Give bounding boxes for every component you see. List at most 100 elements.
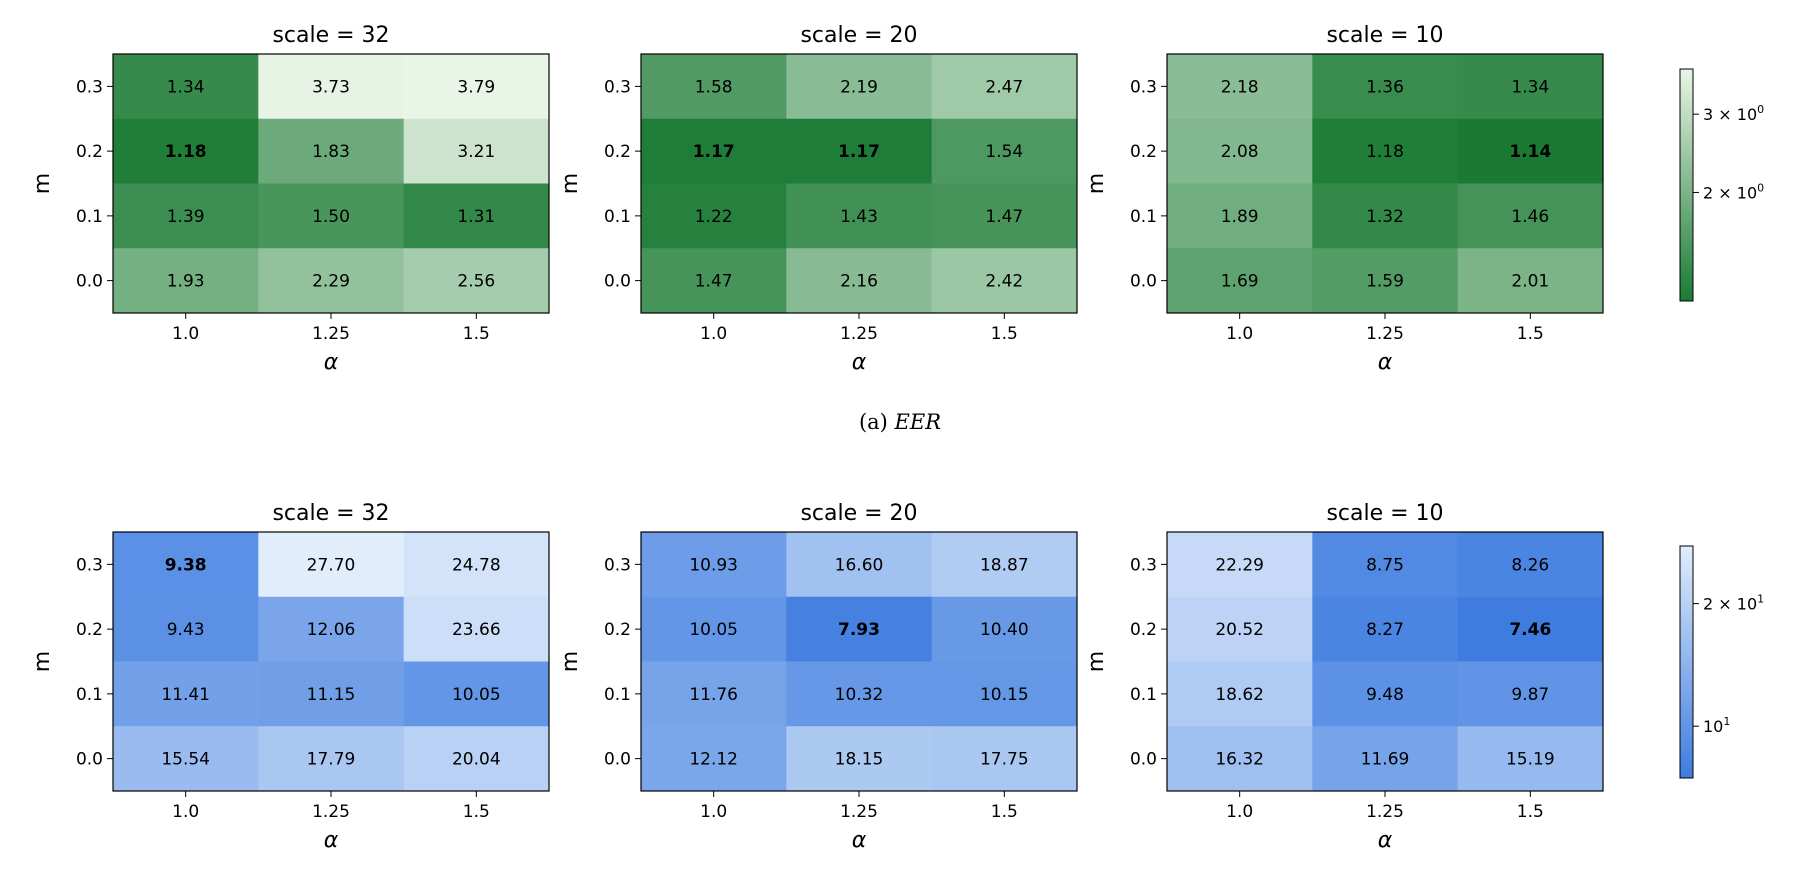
heatmap-panel: scale = 32 1.34 3.73 3.79 1.18 1.83 3.21 1.39 1.… <box>30 23 550 375</box>
cell-value-label: 1.50 <box>312 207 350 227</box>
x-tick-label: 1.0 <box>1226 324 1253 344</box>
x-tick-label: 1.25 <box>840 802 878 822</box>
x-tick-label: 1.25 <box>312 324 350 344</box>
heatmap-cell <box>113 183 259 249</box>
heatmap-cell <box>258 54 405 120</box>
heatmap-cell <box>258 661 405 727</box>
heatmap-cell <box>1312 183 1459 249</box>
heatmap-cell <box>1312 532 1459 598</box>
x-tick-label: 1.25 <box>1366 324 1404 344</box>
cell-value-label: 11.15 <box>307 685 356 705</box>
cell-value-label: 18.87 <box>980 555 1029 575</box>
cell-value-label: 2.42 <box>985 272 1023 292</box>
x-tick-label: 1.25 <box>312 802 350 822</box>
cell-value-label: 1.89 <box>1221 207 1259 227</box>
cell-value-label: 22.29 <box>1215 555 1264 575</box>
cell-value-label: 9.48 <box>1366 685 1404 705</box>
cell-value-label: 27.70 <box>307 555 356 575</box>
cell-value-label: 1.58 <box>695 77 733 97</box>
cell-value-label: 16.60 <box>835 555 884 575</box>
heatmap-cell <box>403 118 550 184</box>
heatmap-cell <box>931 596 1078 662</box>
x-axis-label: α <box>1378 350 1393 375</box>
heatmap-cell <box>786 118 933 184</box>
x-tick-label: 1.25 <box>840 324 878 344</box>
cell-value-label: 1.39 <box>167 207 205 227</box>
heatmap-cell <box>1167 661 1313 727</box>
caption-label: (a) <box>859 410 888 434</box>
y-tick-label: 0.3 <box>1130 77 1157 97</box>
panel-title: scale = 32 <box>272 23 389 48</box>
x-tick-label: 1.0 <box>172 324 199 344</box>
heatmap-cell <box>113 726 259 792</box>
heatmap-cell <box>786 54 933 120</box>
cell-value-label: 8.75 <box>1366 555 1404 575</box>
cell-value-label: 10.40 <box>980 620 1029 640</box>
x-tick-label: 1.25 <box>1366 802 1404 822</box>
cell-value-label: 1.47 <box>985 207 1023 227</box>
x-tick-label: 1.5 <box>1517 324 1544 344</box>
y-tick-label: 0.3 <box>76 555 103 575</box>
cell-value-label: 24.78 <box>452 555 501 575</box>
x-tick-label: 1.5 <box>463 324 490 344</box>
heatmap-cell <box>403 596 550 662</box>
heatmap-cell <box>1457 532 1604 598</box>
heatmap-cell <box>1312 726 1459 792</box>
y-axis-label: m <box>30 651 55 672</box>
heatmap-cell <box>786 183 933 249</box>
heatmap-cell <box>1457 183 1604 249</box>
heatmap-cell <box>931 54 1078 120</box>
heatmap-cell <box>641 54 787 120</box>
heatmap-cell <box>1457 726 1604 792</box>
cell-value-label: 2.19 <box>840 77 878 97</box>
cell-value-label: 2.08 <box>1221 142 1259 162</box>
heatmap-cell <box>931 118 1078 184</box>
y-tick-label: 0.1 <box>604 685 631 705</box>
x-tick-label: 1.0 <box>700 324 727 344</box>
cell-value-label: 1.17 <box>838 142 880 162</box>
cell-value-label: 1.93 <box>167 272 205 292</box>
heatmap-panel: scale = 20 1.58 2.19 2.47 1.17 1.17 1.54 1.22 1.… <box>558 23 1078 375</box>
y-axis-label: m <box>1084 173 1109 194</box>
cell-value-label: 2.01 <box>1511 272 1549 292</box>
cell-value-label: 8.26 <box>1511 555 1549 575</box>
y-tick-label: 0.2 <box>76 142 103 162</box>
y-tick-label: 0.2 <box>1130 142 1157 162</box>
y-tick-label: 0.2 <box>604 142 631 162</box>
cell-value-label: 2.47 <box>985 77 1023 97</box>
heatmap-cell <box>1457 54 1604 120</box>
x-axis-label: α <box>324 350 339 375</box>
heatmap-panel: scale = 20 10.93 16.60 18.87 10.05 7.93 10.40 1… <box>558 501 1078 853</box>
heatmap-cell <box>641 726 787 792</box>
caption-metric: EER <box>894 410 942 434</box>
cell-value-label: 23.66 <box>452 620 501 640</box>
x-tick-label: 1.5 <box>463 802 490 822</box>
colorbar-tick-label: 3 × 100 <box>1703 103 1764 124</box>
y-tick-label: 0.3 <box>76 77 103 97</box>
y-tick-label: 0.0 <box>1130 750 1157 770</box>
heatmap-cell <box>1457 118 1604 184</box>
heatmap-cell <box>113 54 259 120</box>
cell-value-label: 1.36 <box>1366 77 1404 97</box>
y-tick-label: 0.2 <box>1130 620 1157 640</box>
colorbar-gradient <box>1679 68 1694 302</box>
x-tick-label: 1.5 <box>991 802 1018 822</box>
panel-title: scale = 20 <box>800 23 917 48</box>
heatmap-panel: scale = 10 22.29 8.75 8.26 20.52 8.27 7.46 18.6… <box>1084 501 1604 853</box>
cell-value-label: 11.69 <box>1361 750 1410 770</box>
y-axis-label: m <box>30 173 55 194</box>
heatmap-panel: scale = 32 9.38 27.70 24.78 9.43 12.06 23.66 11… <box>30 501 550 853</box>
cell-value-label: 1.18 <box>165 142 207 162</box>
heatmap-cell <box>403 661 550 727</box>
heatmap-cell <box>258 596 405 662</box>
cell-value-label: 1.54 <box>985 142 1023 162</box>
heatmap-cell <box>403 248 550 314</box>
heatmap-cell <box>113 248 259 314</box>
heatmap-cell <box>1312 596 1459 662</box>
heatmap-cell <box>113 596 259 662</box>
y-tick-label: 0.3 <box>604 77 631 97</box>
heatmap-cell <box>1457 661 1604 727</box>
cell-value-label: 1.22 <box>695 207 733 227</box>
cell-value-label: 10.05 <box>689 620 738 640</box>
